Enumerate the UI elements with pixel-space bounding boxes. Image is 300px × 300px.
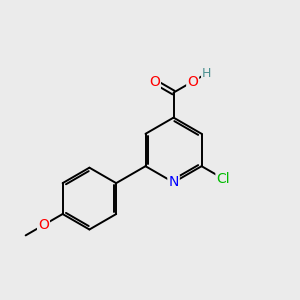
Text: O: O: [38, 218, 49, 232]
Text: O: O: [187, 74, 198, 88]
Text: O: O: [149, 74, 160, 88]
Text: N: N: [168, 176, 179, 189]
Text: Cl: Cl: [217, 172, 230, 186]
Text: H: H: [202, 67, 211, 80]
